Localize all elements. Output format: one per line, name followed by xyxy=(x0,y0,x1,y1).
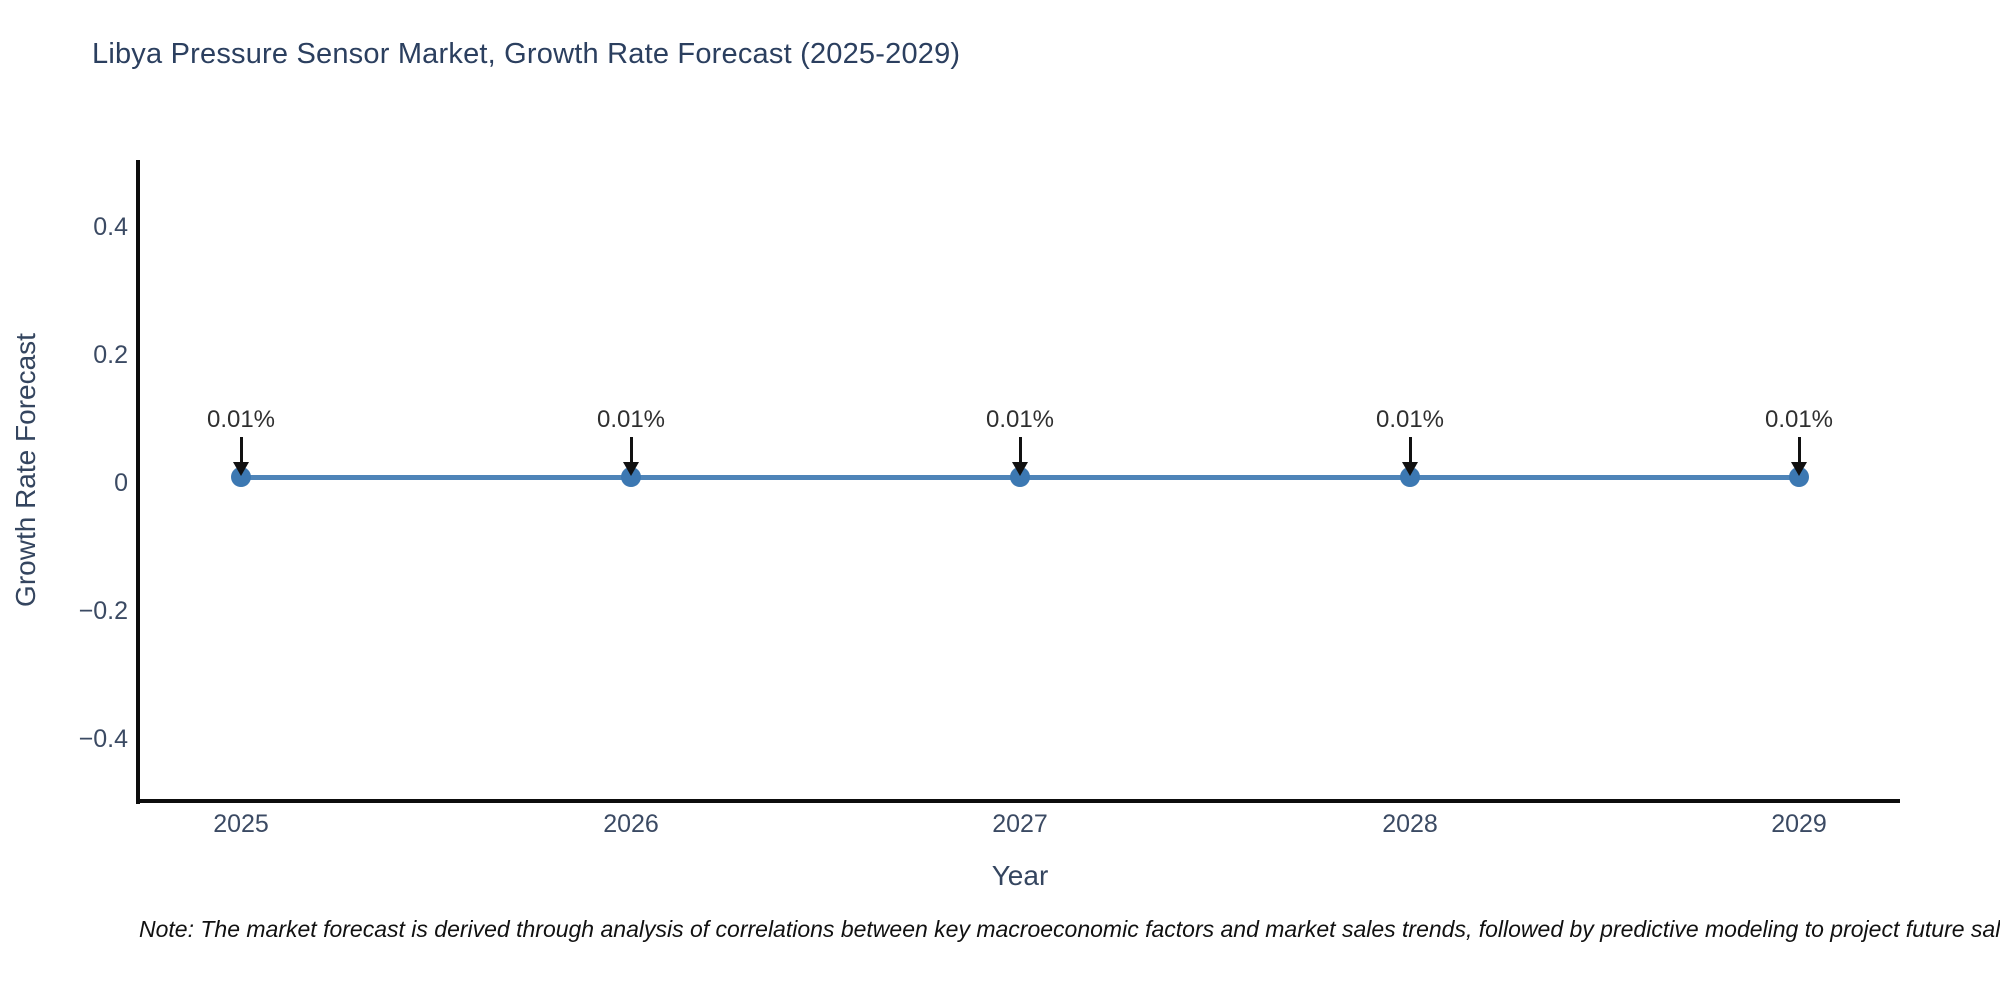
x-tick-label: 2028 xyxy=(1382,810,1438,838)
y-tick-label: 0.4 xyxy=(93,213,128,241)
y-tick-label: −0.2 xyxy=(78,597,128,625)
annotation-arrowhead-icon xyxy=(1402,462,1418,476)
annotation-arrow-stem xyxy=(1019,437,1022,464)
annotation-arrow-stem xyxy=(240,437,243,464)
annotation-arrowhead-icon xyxy=(1791,462,1807,476)
chart-title: Libya Pressure Sensor Market, Growth Rat… xyxy=(92,38,961,70)
point-value-label: 0.01% xyxy=(206,406,276,433)
point-value-label: 0.01% xyxy=(1764,406,1834,433)
y-tick-label: −0.4 xyxy=(78,725,128,753)
annotation-arrowhead-icon xyxy=(623,462,639,476)
x-axis-line xyxy=(136,799,1900,803)
annotation-arrowhead-icon xyxy=(1012,462,1028,476)
chart-note: Note: The market forecast is derived thr… xyxy=(139,916,2000,942)
y-tick-label: 0 xyxy=(114,469,128,497)
annotation-arrowhead-icon xyxy=(233,462,249,476)
point-value-label: 0.01% xyxy=(596,406,666,433)
point-value-label: 0.01% xyxy=(985,406,1055,433)
x-tick-label: 2025 xyxy=(213,810,269,838)
x-tick-label: 2029 xyxy=(1771,810,1827,838)
annotation-arrow-stem xyxy=(630,437,633,464)
x-axis-title: Year xyxy=(991,860,1049,891)
x-tick-label: 2026 xyxy=(603,810,659,838)
annotation-arrow-stem xyxy=(1798,437,1801,464)
y-axis-line xyxy=(136,160,140,804)
y-tick-label: 0.2 xyxy=(93,341,128,369)
point-value-label: 0.01% xyxy=(1375,406,1445,433)
x-tick-label: 2027 xyxy=(992,810,1048,838)
annotation-arrow-stem xyxy=(1409,437,1412,464)
